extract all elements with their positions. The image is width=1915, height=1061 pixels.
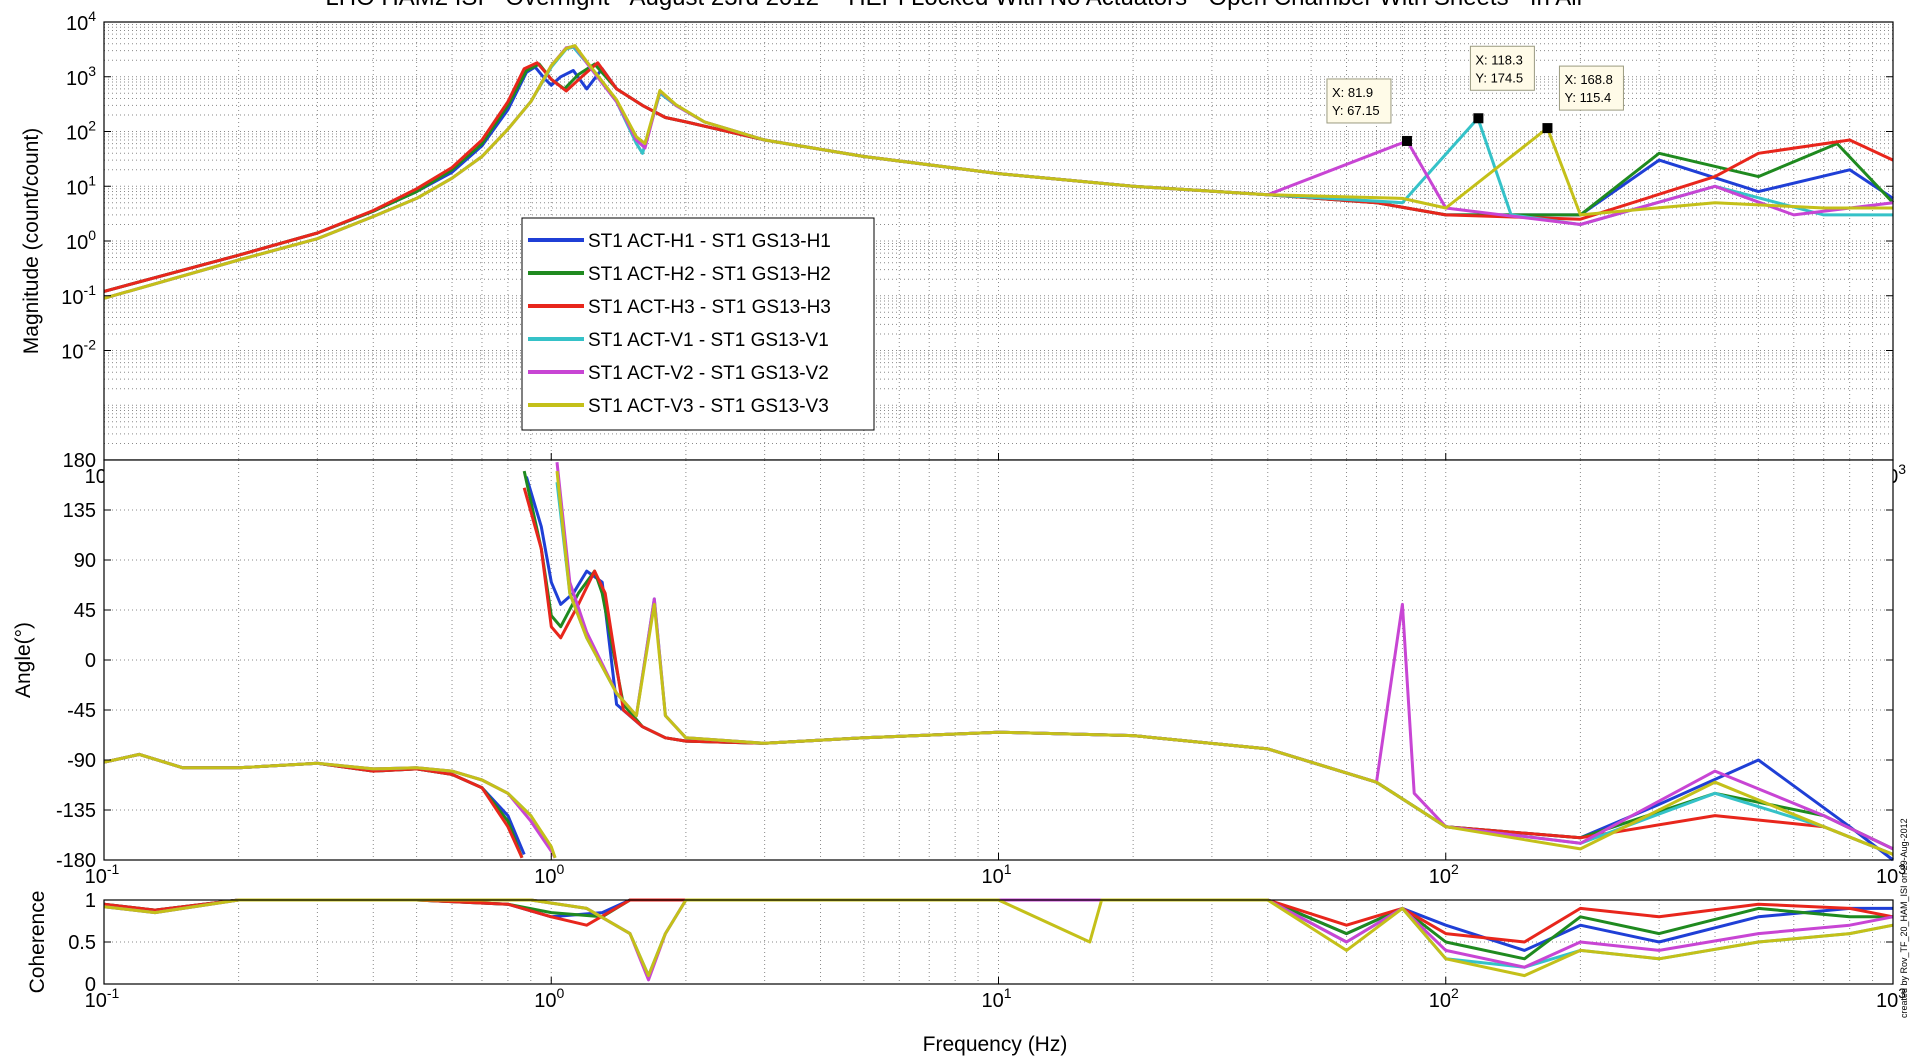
datatip-y-label: Y: 174.5 — [1475, 70, 1523, 85]
magnitude-series-3-line — [103, 61, 1894, 293]
plot-panels: 10410310210110010-110-210-1100101102103M… — [12, 8, 1906, 1012]
datatip-3[interactable]: X: 168.8 Y: 115.4 — [1542, 65, 1624, 134]
chart-title: LHO HAM2 ISI - Overnight - August 23rd 2… — [325, 0, 1584, 11]
phase-y-tick-label: 90 — [74, 550, 96, 572]
phase-y-tick-label: 135 — [63, 500, 96, 522]
coherence-y-tick-label: 0.5 — [68, 932, 96, 954]
magnitude-y-tick-label: 10-1 — [61, 282, 96, 309]
legend-entry-label: ST1 ACT-H2 - ST1 GS13-H2 — [588, 264, 831, 285]
magnitude-y-tick-label: 104 — [66, 8, 96, 35]
coherence-y-tick-label: 0 — [85, 974, 96, 996]
coherence-y-axis-label: Coherence — [26, 891, 49, 994]
created-by-note: created by Rov_TF_20_HAM_ISI on 29-Aug-2… — [1899, 818, 1909, 1018]
coherence-x-tick-label: 101 — [981, 985, 1011, 1012]
phase-y-tick-label: 0 — [85, 650, 96, 672]
magnitude-y-tick-label: 101 — [66, 172, 96, 199]
phase-y-axis-label: Angle(°) — [12, 622, 35, 698]
legend-entry-label: ST1 ACT-V1 - ST1 GS13-V1 — [588, 330, 829, 351]
datatip-marker — [1401, 135, 1412, 146]
magnitude-series — [103, 44, 1895, 300]
x-axis-label: Frequency (Hz) — [923, 1033, 1068, 1056]
coherence-x-tick-label: 100 — [534, 985, 564, 1012]
legend: ST1 ACT-H1 - ST1 GS13-H1 ST1 ACT-H2 - ST1… — [521, 217, 875, 431]
magnitude-y-tick-label: 100 — [66, 227, 96, 254]
datatip-marker — [1473, 113, 1484, 124]
phase-x-tick-label: 103 — [1876, 861, 1906, 888]
magnitude-y-tick-label: 102 — [66, 118, 96, 145]
legend-box — [521, 217, 875, 431]
phase-x-tick-label: 100 — [534, 861, 564, 888]
phase-x-tick-label: 10-1 — [85, 861, 120, 888]
legend-entry-label: ST1 ACT-H1 - ST1 GS13-H1 — [588, 231, 831, 252]
datatip-y-label: Y: 67.15 — [1332, 103, 1380, 118]
phase-series-6-line — [103, 470, 1894, 859]
datatip-x-label: X: 81.9 — [1332, 85, 1373, 100]
coherence-x-tick-label: 102 — [1429, 985, 1459, 1012]
datatip-2[interactable]: X: 118.3 Y: 174.5 — [1469, 45, 1535, 124]
phase-y-tick-label: 180 — [63, 450, 96, 472]
magnitude-y-axis-label: Magnitude (count/count) — [20, 128, 43, 354]
datatip-box — [1326, 78, 1392, 124]
panel-coherence: 1 0.5 010-1 100 101 102 103 Coherence — [26, 890, 1906, 1012]
magnitude-y-tick-label: 10-2 — [61, 337, 96, 364]
datatip-x-label: X: 168.8 — [1564, 72, 1612, 87]
legend-entry-label: ST1 ACT-H3 - ST1 GS13-H3 — [588, 297, 831, 318]
panel-magnitude: 10410310210110010-110-210-1100101102103M… — [20, 8, 1906, 488]
legend-entry-label: ST1 ACT-V3 - ST1 GS13-V3 — [588, 396, 829, 417]
phase-x-tick-label: 102 — [1429, 861, 1459, 888]
datatip-x-label: X: 118.3 — [1475, 52, 1522, 67]
coherence-x-tick-label: 10-1 — [85, 985, 120, 1012]
phase-x-tick-label: 101 — [981, 861, 1011, 888]
datatip-box — [1558, 65, 1624, 111]
phase-y-tick-label: 45 — [74, 600, 96, 622]
coherence-plot-area — [104, 900, 1893, 984]
phase-y-tick-label: -135 — [56, 800, 96, 822]
phase-y-tick-label: -45 — [67, 700, 96, 722]
legend-entry-label: ST1 ACT-V2 - ST1 GS13-V2 — [588, 363, 829, 384]
datatip-marker — [1542, 123, 1553, 134]
phase-grid — [104, 460, 1893, 860]
phase-y-tick-label: -90 — [67, 750, 96, 772]
coherence-x-tick-label: 103 — [1876, 985, 1906, 1012]
magnitude-y-tick-label: 103 — [66, 63, 96, 90]
magnitude-series-6-line — [103, 44, 1893, 300]
datatip-1[interactable]: X: 81.9 Y: 67.15 — [1326, 78, 1412, 146]
datatip-y-label: Y: 115.4 — [1564, 90, 1611, 105]
phase-y-tick-label: -180 — [56, 850, 96, 872]
coherence-y-tick-label: 1 — [85, 890, 96, 912]
phase-series — [103, 462, 1894, 862]
datatip-box — [1469, 45, 1535, 91]
